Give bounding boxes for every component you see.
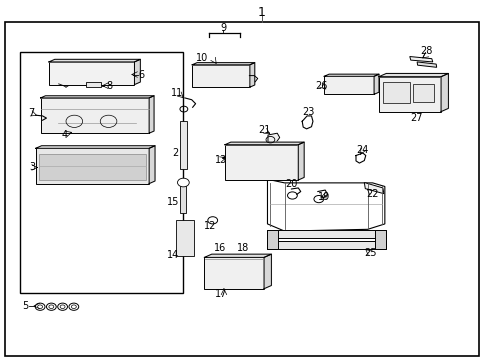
Text: 14: 14: [166, 250, 179, 260]
Polygon shape: [224, 142, 304, 145]
Polygon shape: [149, 146, 155, 184]
Text: 22: 22: [366, 189, 378, 199]
Text: 13: 13: [214, 155, 227, 165]
Text: 9: 9: [220, 23, 226, 33]
Text: 7: 7: [29, 108, 35, 118]
Text: 11: 11: [170, 88, 183, 98]
Bar: [267, 230, 278, 249]
Bar: [412, 84, 433, 102]
Text: 16: 16: [213, 243, 226, 253]
Polygon shape: [36, 146, 155, 148]
Text: 5: 5: [22, 301, 28, 311]
Polygon shape: [134, 59, 140, 85]
Text: 15: 15: [166, 197, 179, 207]
Polygon shape: [267, 133, 279, 144]
Polygon shape: [298, 142, 304, 180]
Text: 20: 20: [284, 179, 297, 189]
Bar: [176, 220, 194, 256]
Bar: [192, 65, 249, 87]
Bar: [49, 62, 134, 85]
Bar: [204, 257, 264, 289]
Text: 8: 8: [106, 81, 112, 91]
Polygon shape: [149, 96, 154, 133]
Text: 2: 2: [172, 148, 178, 158]
Bar: [374, 230, 385, 249]
Polygon shape: [409, 57, 432, 62]
Bar: [267, 230, 385, 238]
Text: 18: 18: [236, 243, 249, 253]
Polygon shape: [264, 254, 271, 289]
Text: 3: 3: [30, 162, 36, 172]
Text: 28: 28: [420, 46, 432, 56]
Text: 19: 19: [317, 192, 330, 202]
Text: 25: 25: [364, 248, 376, 258]
Polygon shape: [364, 183, 383, 194]
Polygon shape: [192, 63, 254, 65]
Text: 6: 6: [139, 69, 144, 80]
Polygon shape: [41, 96, 154, 98]
Text: 17: 17: [215, 289, 227, 299]
Text: 23: 23: [301, 107, 314, 117]
Text: 21: 21: [257, 125, 270, 135]
Polygon shape: [373, 74, 378, 94]
Polygon shape: [267, 179, 384, 231]
Bar: [324, 76, 373, 94]
Polygon shape: [222, 152, 272, 163]
Text: 24: 24: [356, 145, 368, 155]
Bar: [41, 98, 149, 133]
Polygon shape: [416, 62, 436, 67]
Polygon shape: [49, 59, 140, 62]
Bar: [36, 148, 149, 184]
Polygon shape: [204, 254, 271, 257]
Bar: [85, 82, 101, 87]
Text: 26: 26: [314, 81, 327, 91]
Bar: [20, 52, 183, 293]
Text: 1: 1: [257, 6, 265, 19]
Text: 27: 27: [409, 113, 422, 123]
Circle shape: [207, 217, 217, 224]
Bar: [39, 154, 145, 180]
Bar: [267, 241, 385, 249]
Bar: [180, 184, 185, 213]
Polygon shape: [249, 63, 254, 87]
Text: 4: 4: [62, 130, 68, 140]
Circle shape: [177, 178, 189, 187]
Bar: [180, 121, 186, 169]
Bar: [382, 82, 409, 103]
Bar: [224, 145, 298, 180]
Polygon shape: [440, 73, 447, 112]
Bar: [378, 77, 440, 112]
Polygon shape: [324, 74, 378, 76]
Polygon shape: [378, 73, 447, 77]
Text: 10: 10: [195, 53, 208, 63]
Text: 12: 12: [203, 221, 216, 231]
